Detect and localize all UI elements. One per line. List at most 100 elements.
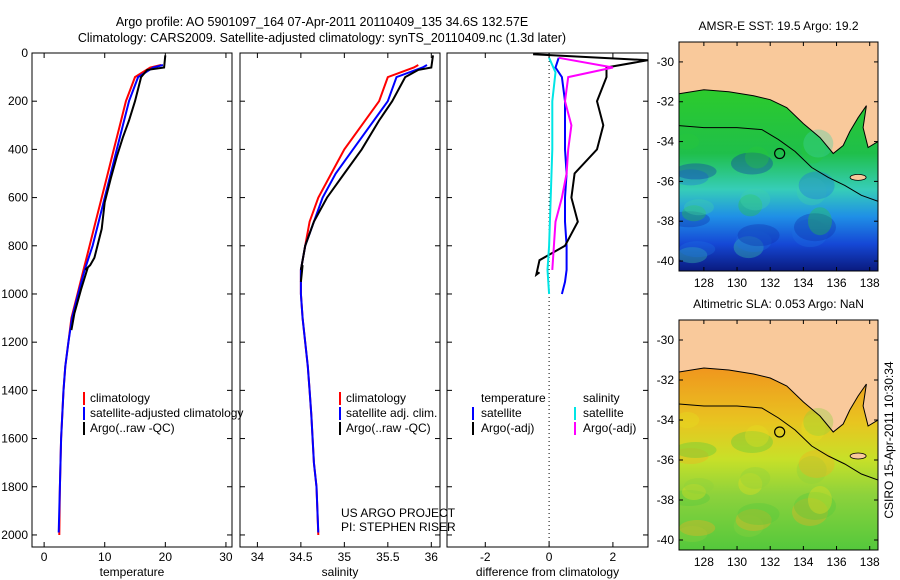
field-patch xyxy=(679,163,717,180)
temperature-panel: 0 10 20 30 0 200 400 600 800 1000 1200 1400 1600 1800… xyxy=(1,46,233,579)
field-patch xyxy=(681,205,706,222)
x-tick-label: 128 xyxy=(694,276,714,290)
y-tick-label: 1400 xyxy=(1,383,28,397)
field-patch xyxy=(792,498,829,526)
field-patch xyxy=(807,207,832,236)
legend-label-sal-satellite: satellite xyxy=(583,406,624,420)
map-frame xyxy=(678,41,879,272)
field-patch xyxy=(793,213,836,242)
x-tick-label: 35.5 xyxy=(376,550,400,564)
x-tick-label: 20 xyxy=(159,550,173,564)
field-patch xyxy=(744,146,769,169)
x-tick-label: 0 xyxy=(546,550,553,564)
field-patch xyxy=(796,456,827,484)
field-patch xyxy=(792,219,829,248)
y-tick-label: 1200 xyxy=(1,335,28,349)
field-patch xyxy=(683,478,714,494)
map-frame xyxy=(678,319,879,551)
coastline xyxy=(679,89,878,155)
sla-map-panel: Altimetric SLA: 0.053 Argo: NaN 128 130 132… xyxy=(657,297,880,569)
argo-location-marker xyxy=(774,147,786,160)
field-patch xyxy=(679,133,700,150)
series-line xyxy=(299,55,434,283)
legend-label-sal-argo: Argo(-adj) xyxy=(583,421,636,435)
x-axis-label: difference from climatology xyxy=(476,565,619,579)
temperature-legend: climatology satellite-adjusted climatolo… xyxy=(83,391,243,435)
ocean-field xyxy=(679,368,878,550)
y-tick-label: -34 xyxy=(657,135,675,149)
x-tick-label: 35 xyxy=(338,550,352,564)
legend-label-climatology: climatology xyxy=(346,391,406,405)
y-tick-label: -34 xyxy=(657,413,675,427)
x-tick-label: 0 xyxy=(41,550,48,564)
series-line xyxy=(70,55,167,331)
coastline xyxy=(679,367,878,433)
legend-label-climatology: climatology xyxy=(90,391,150,405)
y-tick-label: 2000 xyxy=(1,528,28,542)
x-tick-label: 136 xyxy=(827,555,847,569)
y-tick-label: -32 xyxy=(657,373,675,387)
map-title: AMSR-E SST: 19.5 Argo: 19.2 xyxy=(698,19,858,33)
y-tick-label: 600 xyxy=(8,191,28,205)
field-patch xyxy=(740,188,771,211)
ocean-field xyxy=(679,89,878,271)
x-tick-label: 138 xyxy=(860,555,880,569)
x-tick-label: 34.5 xyxy=(289,550,313,564)
field-patch xyxy=(679,520,716,536)
y-tick-label: 200 xyxy=(8,94,28,108)
series-line xyxy=(57,64,164,533)
legend-label-satellite: satellite-adjusted climatology xyxy=(90,406,243,420)
y-tick-label: -38 xyxy=(657,214,675,228)
x-tick-label: 130 xyxy=(727,555,747,569)
x-tick-label: 130 xyxy=(727,276,747,290)
title-line1: Argo profile: AO 5901097_164 07-Apr-2011… xyxy=(116,15,528,29)
legend-title-salinity: salinity xyxy=(583,391,620,405)
y-tick-label: 1000 xyxy=(1,287,28,301)
series-line xyxy=(546,57,557,295)
shelf-contour xyxy=(679,403,878,481)
x-tick-label: 138 xyxy=(860,276,880,290)
shelf-contour xyxy=(679,125,878,202)
field-patch xyxy=(679,448,709,464)
legend-label-temp-satellite: satellite xyxy=(481,406,522,420)
y-tick-label: 1800 xyxy=(1,480,28,494)
x-tick-label: 134 xyxy=(793,276,813,290)
legend-label-satellite: satellite adj. clim. xyxy=(346,406,437,420)
field-patch xyxy=(679,490,710,506)
y-tick-label: 800 xyxy=(8,239,28,253)
field-patch xyxy=(803,129,834,158)
field-patch xyxy=(801,414,826,442)
field-patch xyxy=(681,484,706,500)
legend-label-argo: Argo(..raw -QC) xyxy=(90,421,175,435)
project-line2: PI: STEPHEN RISER xyxy=(341,520,456,534)
y-tick-label: -38 xyxy=(657,493,675,507)
y-tick-label: -30 xyxy=(657,55,675,69)
field-patch xyxy=(801,135,826,164)
x-tick-label: 128 xyxy=(694,555,714,569)
y-tick-label: 0 xyxy=(21,46,28,60)
project-line1: US ARGO PROJECT xyxy=(341,506,456,520)
title-line2: Climatology: CARS2009. Satellite-adjuste… xyxy=(78,31,566,45)
x-tick-label: 30 xyxy=(219,550,233,564)
x-axis-label: salinity xyxy=(322,565,359,579)
map-title: Altimetric SLA: 0.053 Argo: NaN xyxy=(693,297,864,311)
field-patch xyxy=(738,473,763,495)
field-patch xyxy=(735,509,772,531)
y-tick-label: -40 xyxy=(657,254,675,268)
x-tick-label: 136 xyxy=(827,276,847,290)
legend-label-temp-argo: Argo(-adj) xyxy=(481,421,534,435)
field-patch xyxy=(798,450,835,478)
argo-location-marker xyxy=(774,426,786,438)
field-patch xyxy=(740,467,771,489)
field-patch xyxy=(796,177,827,206)
timestamp-stamp: CSIRO 15-Apr-2011 10:30:34 xyxy=(882,361,896,519)
x-tick-label: 134 xyxy=(793,555,813,569)
y-tick-label: 1600 xyxy=(1,432,28,446)
y-tick-label: -32 xyxy=(657,95,675,109)
x-tick-label: 10 xyxy=(98,550,112,564)
field-patch xyxy=(730,152,773,175)
field-patch xyxy=(793,492,836,520)
field-patch xyxy=(735,230,772,253)
